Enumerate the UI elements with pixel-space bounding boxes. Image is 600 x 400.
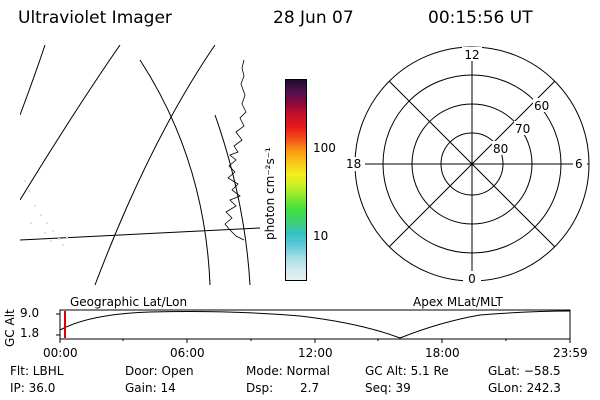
xtick-1200: 12:00	[298, 346, 333, 360]
altitude-curve	[59, 310, 571, 339]
dsp-value: 2.7	[300, 381, 320, 395]
latitude-arc	[94, 45, 216, 285]
colorbar-tick-10: 10	[313, 229, 329, 243]
aurora-specks	[24, 180, 68, 246]
lat-label-70: 70	[515, 122, 530, 136]
latitude-arc	[214, 114, 251, 285]
xtick-1800: 18:00	[425, 346, 460, 360]
xtick-0600: 06:00	[170, 346, 205, 360]
filter-field: Flt: LBHL	[10, 364, 64, 378]
observation-date: 28 Jun 07	[273, 8, 354, 28]
glat-field: GLat: −58.5	[488, 364, 561, 378]
mode-field: Mode: Normal	[246, 364, 330, 378]
dsp-label: Dsp:	[246, 381, 274, 395]
geographic-label: Geographic Lat/Lon	[70, 295, 188, 309]
instrument-title: Ultraviolet Imager	[18, 8, 172, 28]
mlt-label-0: 0	[468, 272, 476, 286]
lat-label-60: 60	[534, 99, 549, 113]
xtick-0000: 00:00	[43, 346, 78, 360]
latitude-arc	[20, 45, 46, 116]
colorbar	[285, 79, 307, 281]
mlt-label-6: 6	[575, 157, 583, 171]
latitude-arc	[20, 45, 121, 201]
coastline	[224, 59, 247, 241]
altitude-tick-top: 9.0	[20, 306, 40, 320]
colorbar-tick-100: 100	[313, 141, 336, 155]
altitude-tick-bottom: 1.8	[20, 326, 40, 340]
polar-grid: 12 0 18 6 60 70 80	[345, 46, 590, 286]
gc-alt-field: GC Alt: 5.1 Re	[365, 364, 449, 378]
ip-field: IP: 36.0	[10, 381, 56, 395]
lat-label-80: 80	[493, 142, 508, 156]
apex-label: Apex MLat/MLT	[413, 295, 503, 309]
altitude-xticks	[56, 313, 571, 343]
mlt-label-18: 18	[346, 157, 361, 171]
mlt-label-12: 12	[464, 48, 479, 62]
door-field: Door: Open	[125, 364, 194, 378]
observation-time: 00:15:56 UT	[428, 8, 533, 28]
seq-field: Seq: 39	[365, 381, 411, 395]
gain-field: Gain: 14	[125, 381, 176, 395]
glon-field: GLon: 242.3	[488, 381, 561, 395]
xtick-2359: 23:59	[553, 346, 588, 360]
latitude-arc	[139, 59, 211, 285]
